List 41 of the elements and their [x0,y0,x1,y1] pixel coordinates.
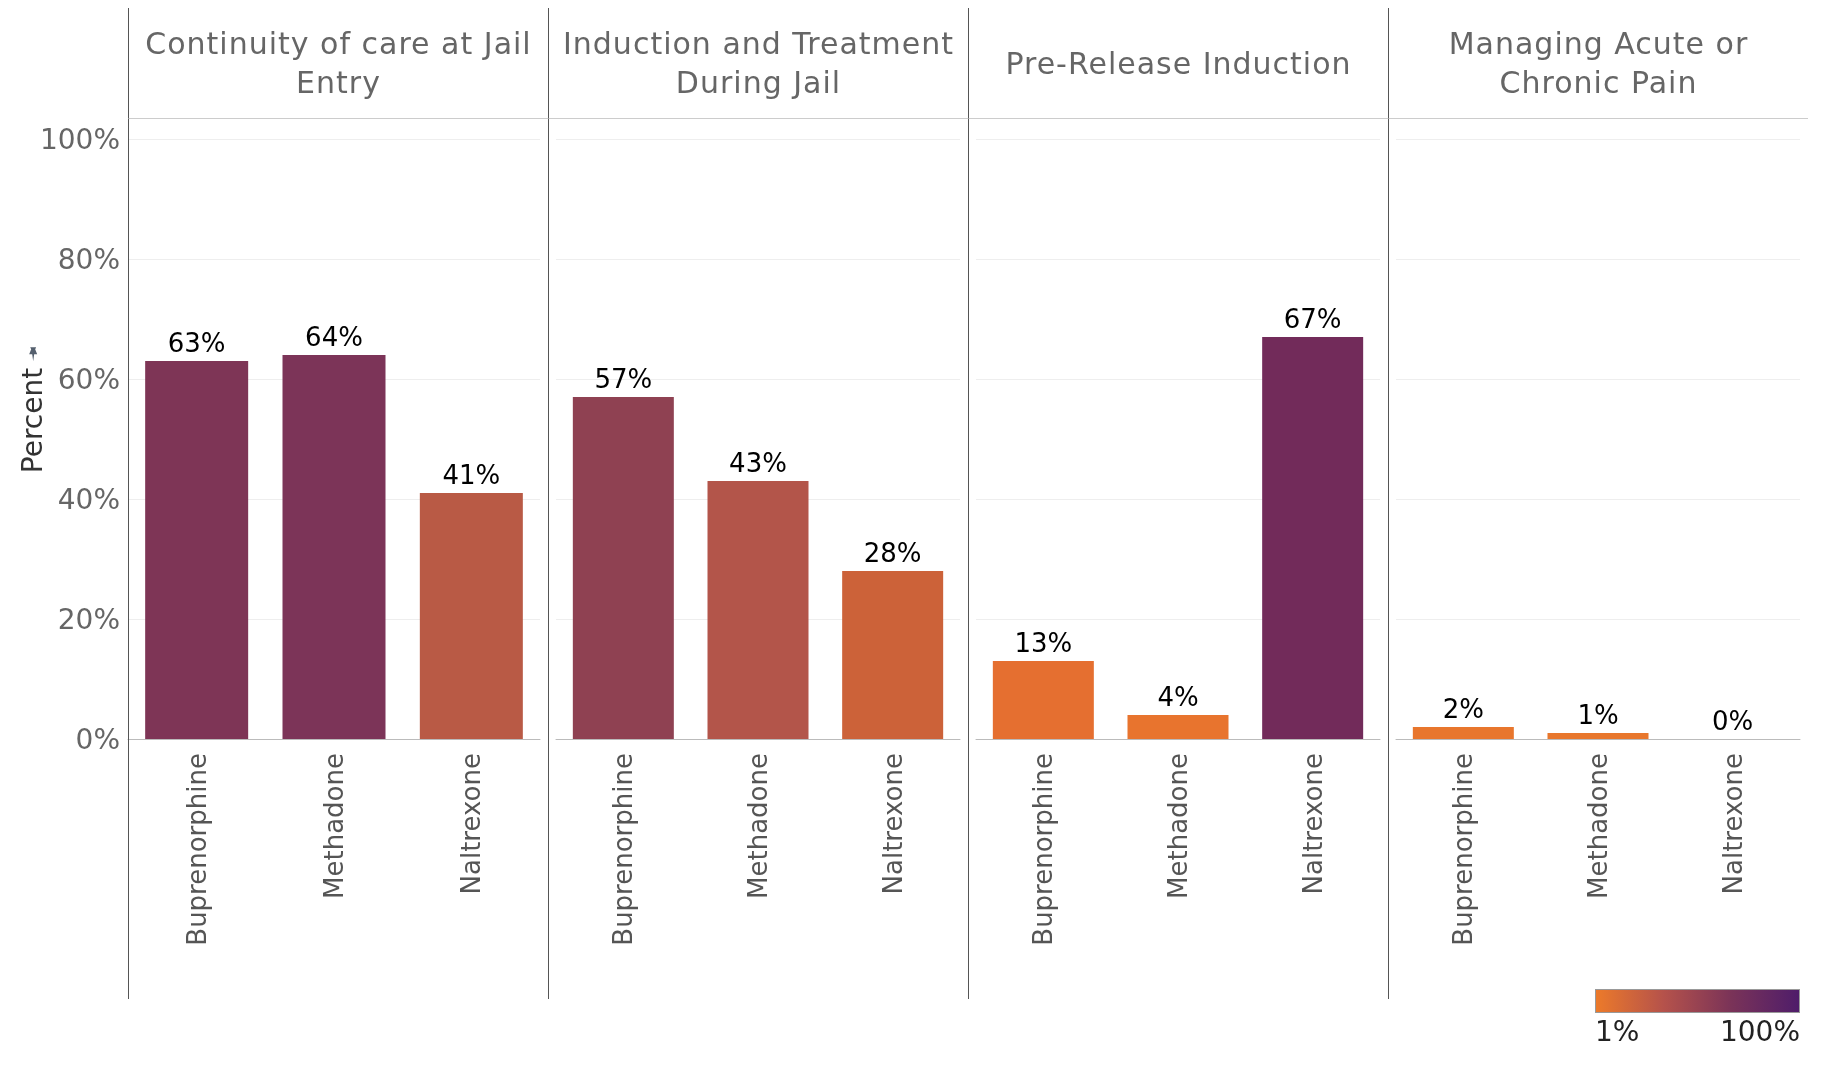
y-axis-title: Percent [16,367,50,473]
y-tick-label: 20% [57,602,120,636]
x-tick-label: Methadone [743,753,773,899]
data-label: 64% [305,322,363,352]
chart-title: Induction and Treatment During Jail [548,8,968,119]
color-bar-label: 1% [1595,1015,1640,1048]
x-tick-label: Buprenorphine [608,753,639,946]
y-tick-label: 0% [75,722,120,756]
x-tick-label: Naltrexone [877,753,908,895]
chart-title: Managing Acute or Chronic Pain [1388,8,1808,119]
bar [419,493,523,739]
x-tick-label: Buprenorphine [1448,753,1479,946]
data-label: 63% [167,328,226,358]
chart-title: Continuity of care at Jail Entry [128,8,548,119]
y-tick-label: 40% [57,482,120,516]
color-scale: 1% 100% [1595,989,1800,1047]
x-tick-label: Buprenorphine [181,753,212,946]
data-label: 43% [729,448,787,478]
data-label: 2% [1442,694,1484,724]
x-tick-label: Methadone [1583,753,1613,899]
data-label: 41% [442,460,501,490]
y-tick-label: 80% [57,242,120,276]
x-tick-label: Methadone [1163,753,1193,899]
data-label: 13% [1014,628,1073,658]
data-label: 28% [863,538,922,568]
x-tick-label: Naltrexone [1297,753,1328,895]
data-label: 0% [1712,706,1754,736]
data-label: 1% [1577,700,1619,730]
data-label: 67% [1283,304,1342,334]
x-tick-label: Methadone [319,753,349,899]
data-label: 57% [594,364,653,394]
bar [145,361,249,739]
x-tick-label: Naltrexone [456,753,487,895]
x-tick-label: Naltrexone [1717,753,1748,895]
y-tick-label: 60% [57,362,120,396]
data-label: 4% [1157,682,1199,712]
x-tick-label: Buprenorphine [1028,753,1059,946]
color-bar-label: 100% [1719,1015,1800,1048]
bar [282,355,386,739]
chart-title: Pre-Release Induction [968,8,1388,119]
y-tick-label: 100% [39,122,120,156]
